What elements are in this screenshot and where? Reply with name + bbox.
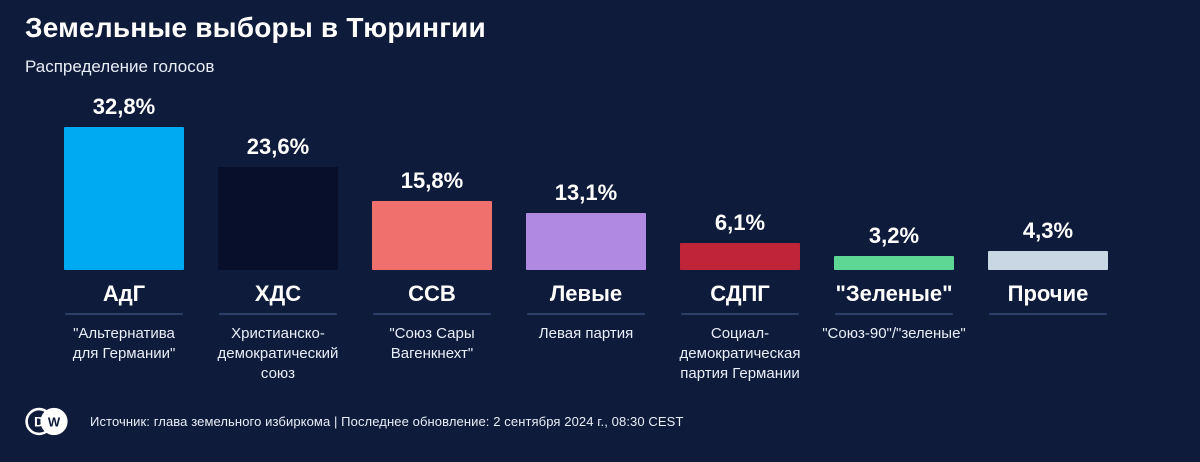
svg-text:D: D [34, 414, 44, 430]
bar-value-label: 23,6% [246, 134, 310, 159]
bar-column: 15,8% ССВ "Союз Сары Вагенкнехт" [372, 90, 492, 384]
column-divider [835, 313, 953, 315]
party-full-name-line: союз [260, 365, 296, 382]
bar-column: 13,1% Левые Левая партия [526, 90, 646, 384]
party-full-name-line: для Германии" [72, 345, 176, 362]
party-name-label: "Зеленые" [835, 281, 953, 306]
bar-value-label: 6,1% [714, 210, 766, 235]
party-name-label: СДПГ [710, 281, 770, 306]
page-title: Земельные выборы в Тюрингии [25, 12, 486, 43]
footer: D W Источник: глава земельного избиркома… [25, 407, 684, 436]
bar-value-label: 32,8% [92, 94, 156, 119]
bar [64, 127, 184, 270]
party-name-label: ХДС [254, 281, 302, 306]
bar-area: 13,1% [526, 90, 646, 270]
column-divider [681, 313, 799, 315]
bar [526, 213, 646, 270]
party-full-name: "Союз Сары Вагенкнехт" [352, 324, 512, 364]
bar-area: 15,8% [372, 90, 492, 270]
party-full-name: Левая партия [506, 324, 666, 344]
party-full-name-line: "Союз Сары [389, 325, 475, 342]
party-full-name: Христианско-демократический союз [198, 324, 358, 384]
party-full-name-line: Левая партия [538, 325, 634, 342]
dw-logo-icon: D W [25, 407, 68, 436]
bar-chart: 32,8% АдГ "Альтернатива для Германии" 23,… [64, 90, 1144, 384]
column-divider [219, 313, 337, 315]
bar-area: 6,1% [680, 90, 800, 270]
bar [834, 256, 954, 270]
column-divider [65, 313, 183, 315]
bar-area: 3,2% [834, 90, 954, 270]
party-full-name-line: Социал- [710, 325, 770, 342]
bar-value-label: 4,3% [1022, 218, 1074, 243]
source-text: Источник: глава земельного избиркома | П… [90, 414, 684, 429]
party-name-label: Левые [549, 281, 623, 306]
bar-column: 4,3% Прочие [988, 90, 1108, 384]
party-full-name-line: Вагенкнехт" [390, 345, 474, 362]
svg-text:W: W [48, 415, 61, 430]
bar-value-label: 3,2% [868, 223, 920, 248]
party-full-name: "Союз-90"/"зеленые" [814, 324, 974, 344]
bar-area: 32,8% [64, 90, 184, 270]
bar [988, 251, 1108, 270]
page-subtitle: Распределение голосов [25, 57, 215, 76]
column-divider [373, 313, 491, 315]
party-full-name-line: демократическая [679, 345, 801, 362]
bar-value-label: 13,1% [554, 180, 618, 205]
party-full-name-line: Христианско- [231, 325, 325, 342]
bar-column: 23,6% ХДС Христианско-демократический сою… [218, 90, 339, 384]
party-full-name: Социал-демократическая партия Германии [660, 324, 820, 384]
bar-column: 3,2% "Зеленые" "Союз-90"/"зеленые" [822, 90, 966, 384]
bar-column: 32,8% АдГ "Альтернатива для Германии" [64, 90, 184, 384]
bar-column: 6,1% СДПГ Социал-демократическая партия Г… [680, 90, 801, 384]
bar [372, 201, 492, 270]
bar-value-label: 15,8% [400, 168, 464, 193]
bar-area: 4,3% [988, 90, 1108, 270]
bar-area: 23,6% [218, 90, 338, 270]
bar [680, 243, 800, 270]
party-full-name-line: партия Германии [680, 365, 800, 382]
party-name-label: Прочие [1007, 281, 1089, 306]
party-name-label: АдГ [102, 281, 146, 306]
party-name-label: ССВ [408, 281, 456, 306]
party-full-name: "Альтернатива для Германии" [44, 324, 204, 364]
column-divider [989, 313, 1107, 315]
party-full-name-line: "Альтернатива [73, 325, 175, 342]
bar [218, 167, 338, 270]
party-full-name-line: "Союз-90"/"зеленые" [822, 325, 966, 342]
column-divider [527, 313, 645, 315]
party-full-name-line: демократический [217, 345, 339, 362]
